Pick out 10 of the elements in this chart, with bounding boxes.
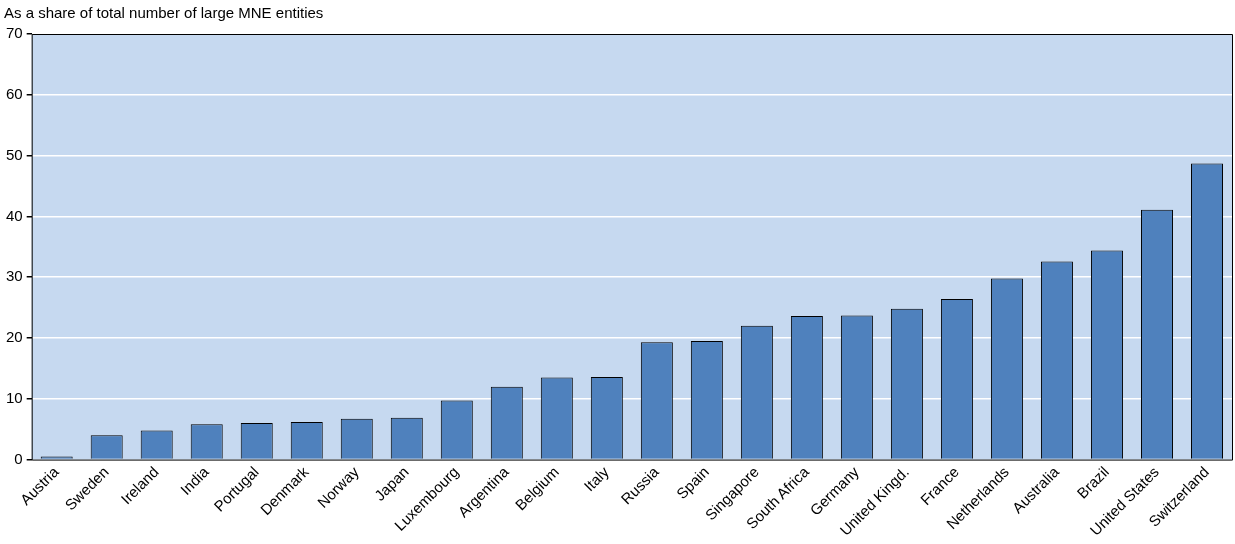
- y-tick-label: 50: [6, 145, 23, 163]
- y-tick-label: 40: [6, 206, 23, 224]
- y-tick-label: 10: [6, 388, 23, 406]
- y-tick-label: 60: [6, 84, 23, 102]
- y-tick-label: 20: [6, 328, 23, 346]
- x-tick-label: Italy: [580, 462, 613, 495]
- y-tick-label: 30: [6, 267, 23, 285]
- y-tick-label: 0: [14, 449, 23, 467]
- y-tick-label: 70: [6, 24, 23, 42]
- y-axis-title: As a share of total number of large MNE entities: [4, 4, 324, 22]
